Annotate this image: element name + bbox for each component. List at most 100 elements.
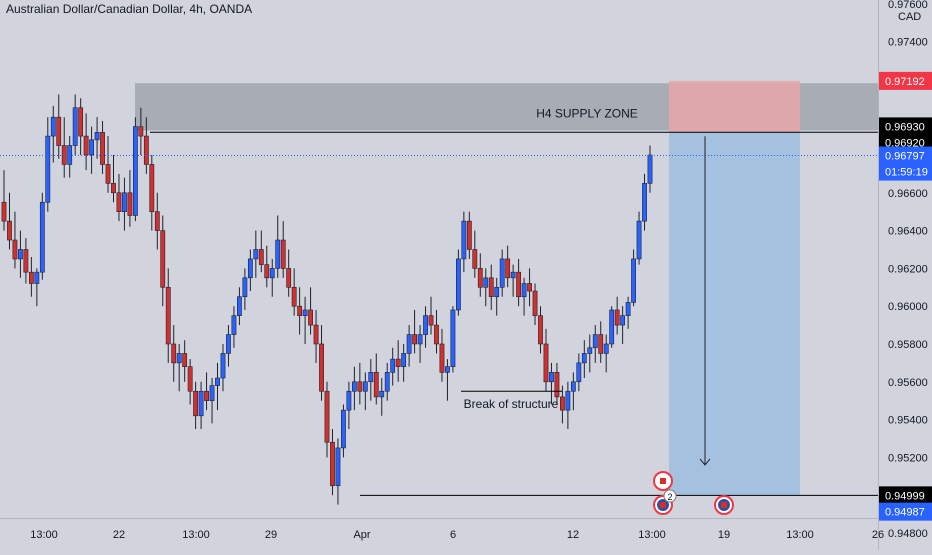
candle-body	[237, 296, 242, 316]
candle-body	[182, 353, 188, 367]
time-axis[interactable]: 13:00 22 13:00 29 Apr 6 12 13:00 19 13:00 26	[0, 518, 932, 542]
time-tick-label: 12	[567, 529, 579, 541]
candle-body	[171, 343, 177, 364]
candle	[39, 192, 45, 280]
candle-body	[215, 377, 220, 386]
candle	[450, 306, 456, 373]
candle	[560, 385, 565, 424]
candle	[510, 264, 516, 297]
candle	[61, 117, 67, 178]
candle	[7, 192, 12, 250]
candle	[165, 268, 171, 363]
candle	[614, 296, 620, 335]
candle	[434, 309, 439, 354]
candle-body	[253, 249, 259, 260]
current-price-label: 0.96797	[885, 151, 925, 163]
candle	[647, 145, 653, 193]
candle-body	[198, 390, 204, 417]
candle	[417, 325, 423, 363]
candle	[286, 249, 292, 297]
candle-body	[538, 315, 543, 345]
candle-body	[341, 409, 346, 449]
candle-body	[149, 164, 155, 212]
price-axis[interactable]: 0.97600 0.97400 0.96600 0.96400 0.96200 0.960…	[878, 0, 932, 550]
drawing-lines: Break of structure	[0, 131, 878, 496]
candle-body	[445, 366, 450, 373]
candle-body	[78, 107, 84, 137]
time-tick-label: Apr	[353, 529, 370, 541]
supply-zone-label: H4 SUPPLY ZONE	[536, 106, 638, 120]
candle	[412, 309, 417, 354]
candle-body	[505, 258, 511, 279]
candle-body	[67, 145, 73, 165]
price-tick-label: 0.96200	[888, 263, 928, 275]
candle	[187, 359, 193, 405]
candle-body	[532, 290, 538, 316]
candle	[1, 170, 7, 231]
canada-event-icon-emblem	[660, 478, 666, 484]
candle	[428, 296, 434, 335]
candle	[264, 245, 270, 288]
candle	[193, 381, 199, 430]
candle	[461, 211, 467, 273]
countdown-label: 01:59:19	[885, 167, 928, 179]
price-labels: 0.97192 0.96930 0.96920 0.96797 01:59:19 0.94…	[879, 71, 932, 521]
candle-body	[620, 315, 626, 326]
candle-body	[286, 268, 292, 288]
symbol-title: Australian Dollar/Canadian Dollar, 4h, O…	[6, 2, 253, 16]
candle	[346, 381, 352, 430]
candle	[45, 117, 51, 212]
candle	[576, 353, 582, 392]
candle-body	[614, 309, 620, 326]
event-count-badge-label: 2	[667, 492, 672, 502]
candle	[505, 245, 511, 288]
candle	[28, 257, 34, 297]
candles	[1, 94, 653, 505]
candle-body	[412, 334, 417, 345]
australia-event-icon-2[interactable]	[714, 495, 734, 515]
candle-body	[587, 347, 593, 354]
candle-body	[116, 192, 122, 212]
candle	[247, 249, 253, 292]
event-markers[interactable]: 2	[653, 471, 734, 515]
candle-body	[390, 358, 396, 373]
candle	[291, 268, 297, 316]
price-tick-label: 0.97400	[888, 37, 928, 49]
candle	[215, 362, 220, 411]
candle-body	[258, 249, 264, 265]
candle	[237, 287, 242, 326]
stop-loss-box	[669, 80, 800, 133]
candle-body	[461, 220, 467, 260]
candle	[477, 253, 483, 297]
candle-body	[302, 309, 308, 316]
zone-top-price-label: 0.96930	[885, 121, 925, 133]
candle-body	[291, 286, 297, 307]
candle	[127, 170, 133, 227]
low-price-label-bg	[879, 502, 932, 521]
candle	[395, 340, 401, 382]
candle	[275, 215, 281, 278]
candle-body	[319, 343, 324, 392]
candle	[532, 283, 538, 326]
candle	[83, 113, 89, 171]
candle-body	[313, 324, 319, 345]
candle-body	[187, 366, 193, 392]
candle-body	[510, 271, 516, 279]
candle	[319, 325, 324, 401]
candle-body	[50, 116, 56, 137]
candle-body	[165, 286, 171, 345]
candle	[620, 306, 626, 344]
candle	[122, 177, 127, 231]
candle-body	[18, 249, 23, 260]
candle-body	[122, 192, 127, 212]
candle	[565, 381, 571, 430]
candle	[253, 230, 259, 278]
time-tick-label: 26	[872, 529, 884, 541]
candle-body	[401, 353, 407, 367]
candle-body	[379, 390, 385, 398]
candle	[302, 296, 308, 344]
canada-event-icon[interactable]	[653, 471, 673, 491]
candle-body	[275, 239, 281, 269]
